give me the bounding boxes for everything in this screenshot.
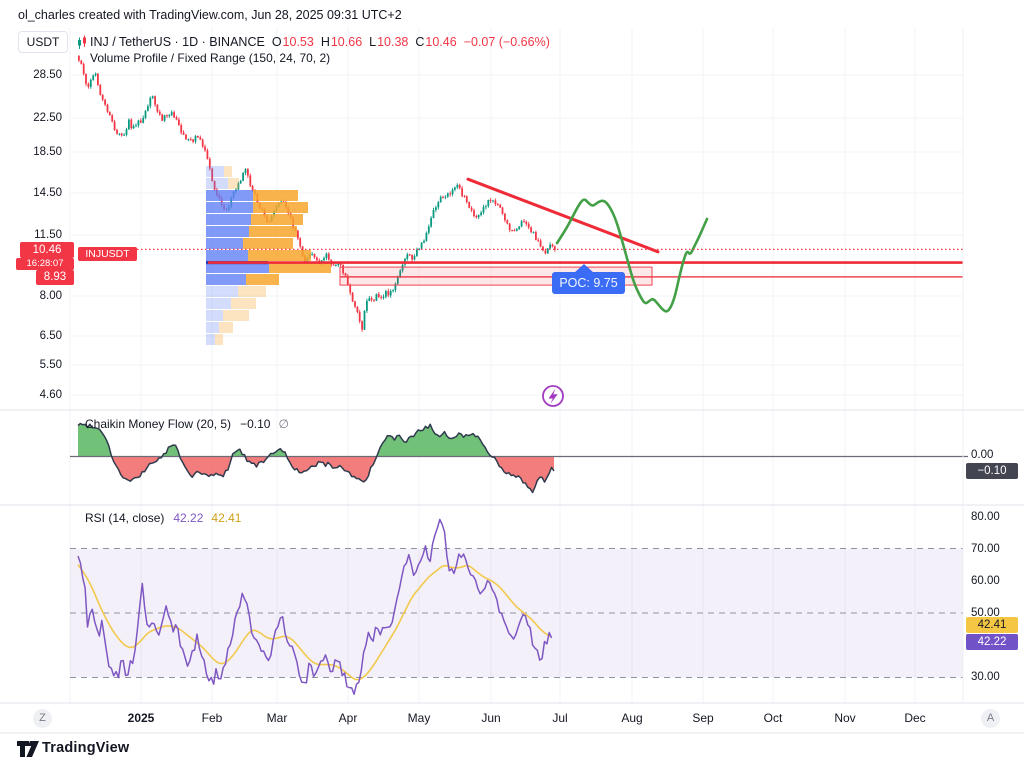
- low-label: L: [369, 35, 377, 49]
- time-axis-label: Sep: [692, 711, 714, 725]
- cmf-title: Chaikin Money Flow (20, 5): [85, 417, 232, 431]
- symbol-title: INJ / TetherUS · 1D · BINANCE: [90, 35, 265, 49]
- last-price-badge: 10.46: [20, 241, 74, 258]
- price-axis-label: 4.60: [39, 389, 62, 401]
- price-axis-label: 6.50: [39, 330, 62, 342]
- time-axis-label: Jun: [481, 711, 501, 725]
- close-label: C: [415, 35, 425, 49]
- time-axis-label: Feb: [201, 711, 223, 725]
- scroll-right-hint[interactable]: A: [981, 709, 1000, 728]
- time-axis-label: Dec: [904, 711, 926, 725]
- tradingview-logo-icon[interactable]: [17, 740, 39, 758]
- rsi-ma-value: 42.41: [211, 511, 242, 525]
- tradingview-brand[interactable]: TradingView: [42, 740, 130, 756]
- projection-curve[interactable]: [555, 198, 709, 313]
- cmf-legend-row[interactable]: Chaikin Money Flow (20, 5) −0.10 ∅: [85, 417, 289, 431]
- time-axis-label: May: [407, 711, 431, 725]
- series-type-icon: [78, 35, 86, 49]
- currency-button[interactable]: USDT: [18, 31, 68, 53]
- rsi-value-badge: 42.22: [966, 633, 1018, 650]
- indicator-axis-label: 30.00: [971, 671, 1000, 683]
- bar-countdown-badge: 16:28:07: [16, 258, 74, 270]
- rsi-value: 42.22: [173, 511, 204, 525]
- indicator-axis-label: 80.00: [971, 511, 1000, 523]
- lightning-icon[interactable]: [542, 385, 564, 407]
- time-axis-label: Nov: [834, 711, 856, 725]
- rsi-legend-row[interactable]: RSI (14, close) 42.22 42.41: [85, 511, 241, 525]
- time-axis-label: Apr: [338, 711, 358, 725]
- cmf-value: −0.10: [240, 417, 271, 431]
- price-axis-label: 22.50: [33, 112, 62, 124]
- time-axis-label: 2025: [127, 711, 155, 725]
- indicator-axis-label: 70.00: [971, 543, 1000, 555]
- close-value: 10.46: [425, 35, 457, 49]
- change-value: −0.07 (−0.66%): [463, 35, 550, 49]
- open-value: 10.53: [282, 35, 314, 49]
- level-price-badge: 8.93: [36, 270, 74, 285]
- time-axis-label: Aug: [621, 711, 643, 725]
- scroll-left-hint[interactable]: Z: [33, 709, 52, 728]
- hide-indicator-icon[interactable]: ∅: [278, 417, 289, 431]
- high-value: 10.66: [330, 35, 363, 49]
- symbol-legend-row[interactable]: INJ / TetherUS · 1D · BINANCE O10.53 H10.6…: [90, 35, 550, 49]
- price-axis-label: 5.50: [39, 359, 62, 371]
- price-axis-label: 8.00: [39, 290, 62, 302]
- grid: [69, 28, 963, 703]
- drawn-levels[interactable]: [208, 177, 963, 286]
- time-axis-label: Mar: [266, 711, 288, 725]
- candlestick-series: [78, 55, 556, 332]
- time-axis-label: Jul: [552, 711, 568, 725]
- price-axis-label: 28.50: [33, 69, 62, 81]
- indicator-axis-label: 60.00: [971, 575, 1000, 587]
- pane-separators[interactable]: [0, 28, 1024, 734]
- volume-profile-legend-row[interactable]: Volume Profile / Fixed Range (150, 24, 7…: [90, 50, 331, 65]
- symbol-price-tag: INJUSDT: [78, 246, 137, 261]
- price-axis-label: 14.50: [33, 187, 62, 199]
- rsi-title: RSI (14, close): [85, 511, 165, 525]
- indicator-axis-label: 50.00: [971, 607, 1000, 619]
- indicator-axis-label: 0.00: [971, 449, 994, 461]
- price-axis-label: 18.50: [33, 146, 62, 158]
- credit-line: ol_charles created with TradingView.com,…: [18, 8, 402, 22]
- high-label: H: [320, 35, 330, 49]
- price-axis-label: 11.50: [34, 229, 62, 241]
- cmf-value-badge: −0.10: [966, 463, 1018, 479]
- poc-callout[interactable]: POC: 9.75: [552, 272, 625, 294]
- time-axis-label: Oct: [763, 711, 783, 725]
- cmf-plot: [70, 422, 968, 494]
- low-value: 10.38: [377, 35, 409, 49]
- rsi-value-badge: 42.41: [966, 617, 1018, 633]
- rsi-plot: [70, 518, 963, 695]
- poc-callout-notch: [574, 264, 594, 273]
- open-label: O: [271, 35, 282, 49]
